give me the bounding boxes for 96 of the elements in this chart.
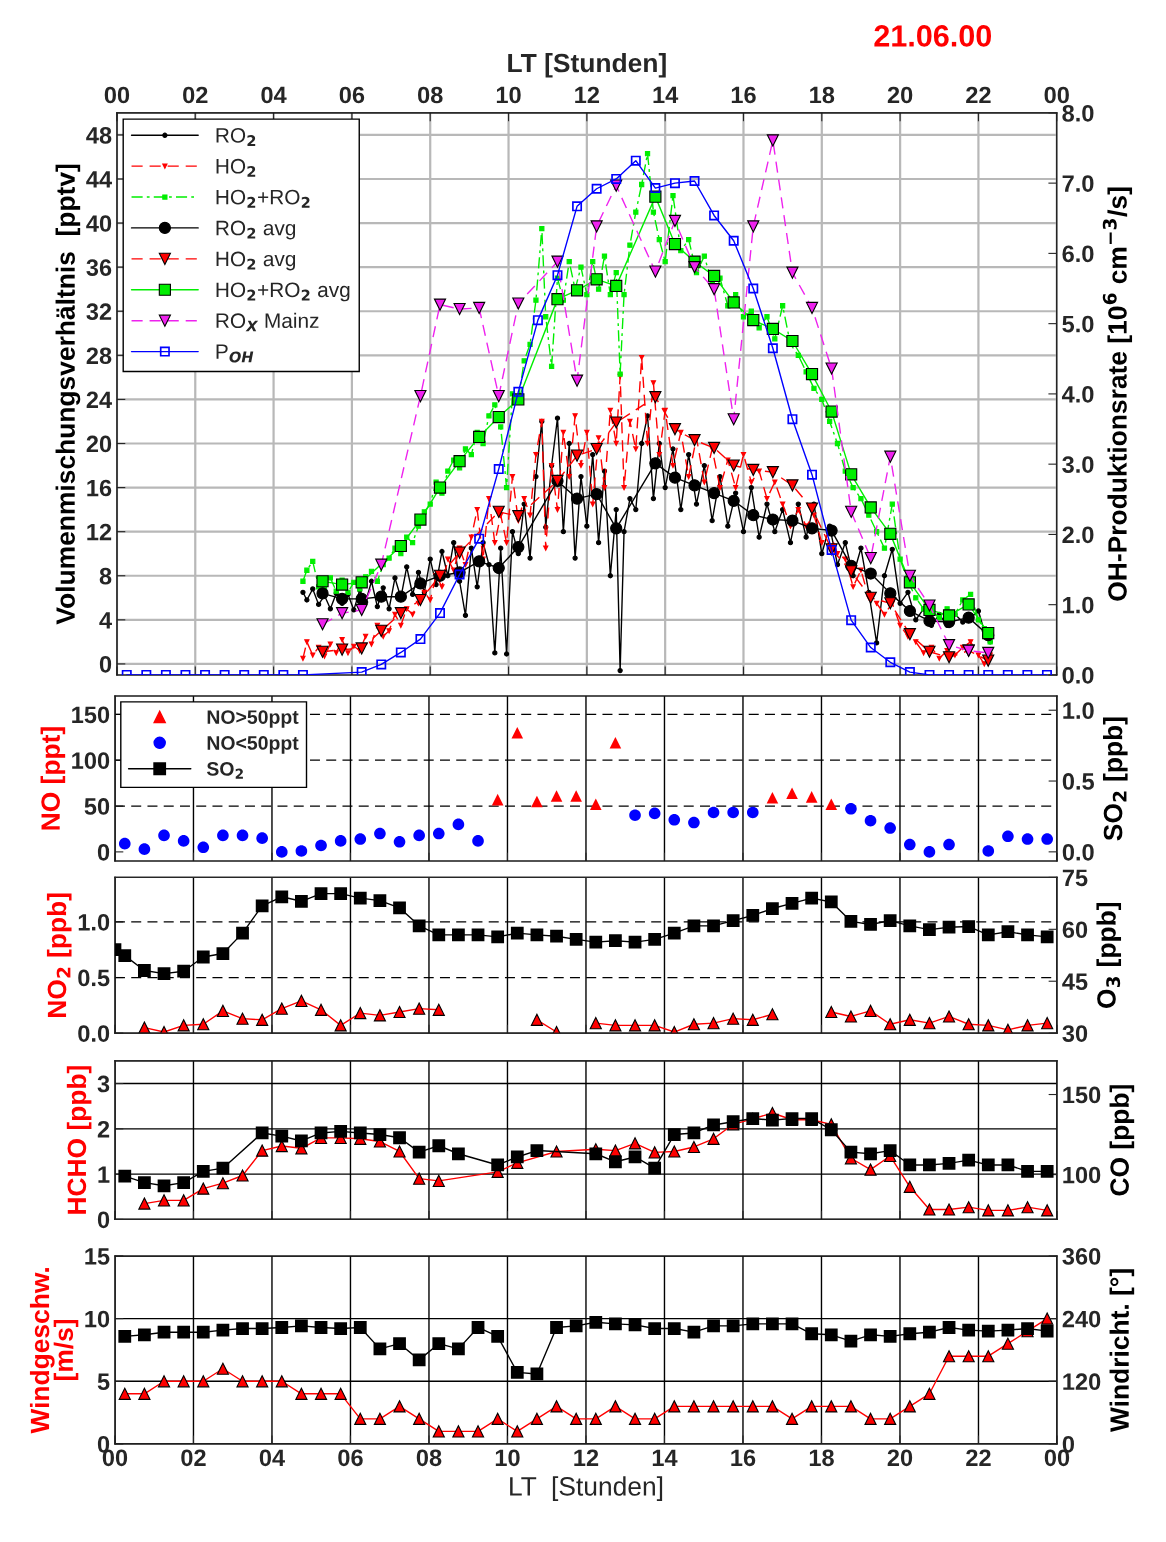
y-tick-label: 10 bbox=[85, 1310, 110, 1328]
y2-tick-label: 8.0 bbox=[1062, 104, 1094, 122]
y2-tick-label: 3.0 bbox=[1062, 456, 1094, 473]
x-tick-label: 08 bbox=[418, 86, 443, 104]
y-tick-label: 0.5 bbox=[78, 969, 110, 987]
x-tick-label: 00 bbox=[104, 86, 130, 104]
y2-tick-label: 1.0 bbox=[1063, 596, 1094, 614]
y2-tick-label: 5.0 bbox=[1062, 315, 1094, 333]
y-tick-label: 150 bbox=[72, 706, 110, 724]
y-tick-label: 5 bbox=[97, 1373, 110, 1391]
y-tick-label: 12 bbox=[87, 523, 112, 541]
x-tick-label: 08 bbox=[416, 1449, 442, 1467]
legend-label: HO$_{2}$+RO$_{2}$ avg bbox=[216, 282, 350, 302]
x-tick-label: 04 bbox=[259, 1449, 285, 1467]
legend-label: RO$_{2}$ avg bbox=[216, 220, 296, 240]
legend-label: HO$_{2}$ bbox=[216, 158, 256, 177]
y-axis-title: NO$_{2}$ [ppb] bbox=[46, 893, 72, 1017]
y-axis-title: Windgeschw. [m/s] bbox=[29, 1268, 79, 1434]
x-tick-label: 04 bbox=[261, 86, 287, 104]
y-tick-label: 24 bbox=[86, 391, 112, 408]
y-tick-label: 50 bbox=[84, 798, 110, 815]
y-tick-label: 48 bbox=[86, 126, 112, 144]
y2-tick-label: 0.0 bbox=[1062, 667, 1094, 684]
x-tick-label: 10 bbox=[496, 86, 521, 104]
x-tick-label: 02 bbox=[181, 1449, 206, 1467]
y2-tick-label: 2.0 bbox=[1062, 526, 1094, 544]
legend-label: P$_{OH}$ bbox=[216, 344, 254, 363]
y-tick-label: 44 bbox=[86, 171, 112, 188]
y2-tick-label: 45 bbox=[1062, 973, 1088, 991]
y-tick-label: 1 bbox=[98, 1166, 110, 1183]
x-tick-label: 12 bbox=[574, 1449, 599, 1466]
x-tick-label: 00 bbox=[1044, 86, 1069, 104]
y2-tick-label: 0.0 bbox=[1062, 843, 1094, 861]
y-tick-label: 40 bbox=[86, 215, 112, 232]
y-tick-label: 0 bbox=[97, 843, 110, 861]
chart-title: 21.06.00 bbox=[874, 25, 992, 47]
y-tick-label: 15 bbox=[85, 1248, 110, 1265]
y-axis-title: Volumenmischungsverhältnis [pptv] bbox=[55, 164, 81, 625]
x-tick-label: 06 bbox=[338, 1449, 363, 1467]
x-axis-title: LT [Stunden] bbox=[508, 52, 666, 78]
x-tick-label: 16 bbox=[731, 86, 756, 104]
y-tick-label: 8 bbox=[99, 567, 112, 585]
y2-tick-label: 75 bbox=[1062, 869, 1088, 887]
x-axis-title: LT [Stunden] bbox=[510, 1476, 663, 1501]
x-tick-label: 10 bbox=[495, 1449, 520, 1467]
x-tick-label: 16 bbox=[731, 1449, 756, 1467]
y2-axis-title: CO [ppb] bbox=[1109, 1085, 1135, 1196]
y2-axis-title: SO$_{2}$ [ppb] bbox=[1102, 717, 1128, 841]
y-tick-label: 36 bbox=[86, 259, 112, 276]
x-tick-label: 14 bbox=[653, 86, 679, 104]
legend-label: NO>50ppt bbox=[207, 710, 299, 728]
y2-tick-label: 60 bbox=[1062, 921, 1088, 939]
legend-label: NO<50ppt bbox=[207, 736, 299, 754]
y2-tick-label: 30 bbox=[1062, 1025, 1088, 1042]
y-tick-label: 4 bbox=[99, 612, 112, 629]
x-tick-label: 20 bbox=[887, 1449, 913, 1467]
y2-axis-title: OH-Produktionsrate [10$^{6}$ cm$^{−3}$/s] bbox=[1102, 187, 1133, 601]
y2-tick-label: 360 bbox=[1062, 1248, 1101, 1265]
x-tick-label: 18 bbox=[810, 86, 835, 104]
x-tick-label: 02 bbox=[183, 86, 208, 104]
y-tick-label: 0.0 bbox=[78, 1025, 110, 1042]
x-tick-label: 18 bbox=[809, 1449, 834, 1467]
y-tick-label: 28 bbox=[86, 347, 112, 365]
y-tick-label: 20 bbox=[86, 435, 112, 453]
y-tick-label: 0 bbox=[99, 655, 112, 673]
y2-axis-title: Windricht. [°] bbox=[1109, 1269, 1135, 1433]
y2-tick-label: 4.0 bbox=[1061, 385, 1094, 403]
x-tick-label: 06 bbox=[339, 86, 365, 104]
x-tick-label: 12 bbox=[575, 86, 600, 104]
x-tick-label: 22 bbox=[966, 1449, 991, 1466]
y2-tick-label: 120 bbox=[1063, 1373, 1101, 1391]
y-tick-label: 1.0 bbox=[78, 913, 110, 931]
legend-label: HO$_{2}$+RO$_{2}$ bbox=[216, 189, 310, 208]
y-tick-label: 0 bbox=[97, 1211, 110, 1229]
y-tick-label: 3 bbox=[97, 1075, 110, 1093]
y2-tick-label: 100 bbox=[1063, 1166, 1101, 1184]
y-axis-title: NO [ppt] bbox=[40, 727, 66, 830]
y-tick-label: 16 bbox=[87, 479, 112, 497]
y2-tick-label: 150 bbox=[1063, 1086, 1101, 1104]
legend-label: RO$_{X}$ Mainz bbox=[216, 312, 319, 332]
y2-tick-label: 0.5 bbox=[1062, 773, 1094, 790]
legend-label: HO$_{2}$ avg bbox=[216, 251, 296, 271]
legend-label: SO$_{2}$ bbox=[206, 761, 243, 779]
y2-tick-label: 1.0 bbox=[1063, 702, 1094, 720]
x-tick-label: 20 bbox=[887, 86, 913, 104]
y2-tick-label: 7.0 bbox=[1062, 175, 1094, 192]
y-tick-label: 32 bbox=[86, 303, 112, 321]
x-tick-label: 14 bbox=[652, 1449, 678, 1466]
y2-tick-label: 6.0 bbox=[1062, 245, 1094, 263]
x-tick-label: 22 bbox=[966, 86, 991, 104]
y-tick-label: 100 bbox=[72, 752, 110, 770]
y2-tick-label: 240 bbox=[1062, 1310, 1101, 1328]
legend-label: RO$_{2}$ bbox=[216, 127, 256, 146]
y-tick-label: 2 bbox=[97, 1120, 110, 1138]
y-axis-title: HCHO [ppb] bbox=[66, 1066, 92, 1214]
y2-axis-title: O$_{3}$ [ppb] bbox=[1096, 902, 1122, 1009]
